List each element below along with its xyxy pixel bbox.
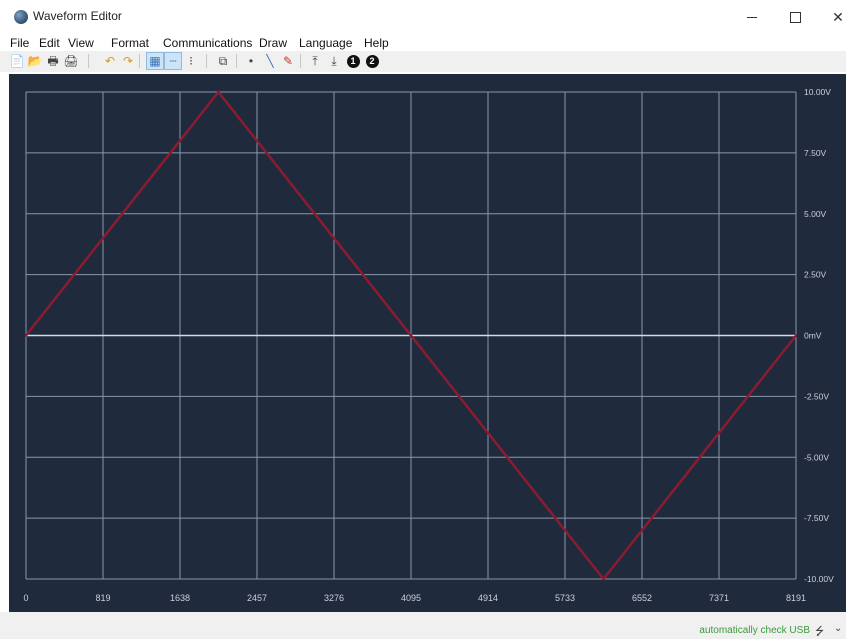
toolbar-separator <box>88 54 89 68</box>
pencil-icon[interactable]: ✎ <box>282 54 294 68</box>
menu-file[interactable]: File <box>10 36 30 50</box>
channel-2-button[interactable]: 2 <box>364 53 380 69</box>
menu-draw[interactable]: Draw <box>259 36 288 50</box>
menu-communications[interactable]: Communications <box>163 36 253 50</box>
waveform-point <box>602 577 605 581</box>
x-tick-label: 7371 <box>709 593 729 603</box>
chevron-down-icon[interactable]: ⌄ <box>834 623 843 634</box>
point-mode-icon[interactable]: ⁝ <box>189 54 193 68</box>
upload-icon[interactable]: ⤒ <box>312 54 318 68</box>
menu-format[interactable]: Format <box>111 36 150 50</box>
y-tick-label: 5.00V <box>804 209 827 219</box>
waveform-point <box>24 334 28 337</box>
toolbar-separator <box>300 54 301 68</box>
y-tick-label: -10.00V <box>804 574 834 584</box>
y-tick-label: -5.00V <box>804 452 829 462</box>
redo-icon[interactable]: ↷ <box>122 54 134 68</box>
draw-line-icon[interactable]: ╲ <box>266 54 274 68</box>
menu-help[interactable]: Help <box>364 36 389 50</box>
x-tick-label: 4914 <box>478 593 498 603</box>
x-tick-label: 5733 <box>555 593 575 603</box>
grid-snap-icon[interactable]: ▦ <box>146 52 164 70</box>
y-tick-label: -7.50V <box>804 513 829 523</box>
x-tick-label: 6552 <box>632 593 652 603</box>
x-tick-label: 0 <box>23 593 28 603</box>
waveform-line <box>25 89 797 582</box>
print-preview-icon[interactable]: 🖨 <box>63 54 79 68</box>
toolbar-separator <box>206 54 207 68</box>
waveform-chart-svg[interactable]: 0 819 1638 2457 3276 4095 4914 5733 6552 7371 8191… <box>9 74 846 612</box>
channel-2-icon: 2 <box>365 54 379 68</box>
draw-point-icon[interactable]: • <box>248 54 254 68</box>
waveform-point <box>217 90 220 94</box>
x-tick-label: 4095 <box>401 593 421 603</box>
y-tick-label: 2.50V <box>804 270 827 280</box>
waveform-point <box>794 334 798 337</box>
channel-1-icon: 1 <box>346 54 360 68</box>
close-button[interactable]: ✕ <box>832 8 844 25</box>
usb-icon[interactable]: ⭍ <box>815 626 825 638</box>
app-logo-icon <box>14 10 28 24</box>
x-tick-label: 8191 <box>786 593 806 603</box>
open-folder-icon[interactable]: 📂 <box>27 54 43 68</box>
maximize-icon <box>789 11 801 23</box>
menu-edit[interactable]: Edit <box>39 36 60 50</box>
x-tick-label: 2457 <box>247 593 267 603</box>
y-tick-label: 10.00V <box>804 87 831 97</box>
undo-icon[interactable]: ↶ <box>104 54 116 68</box>
minimize-button[interactable] <box>737 6 767 28</box>
y-tick-label: 0mV <box>804 331 822 341</box>
print-icon[interactable]: 🖶 <box>47 54 59 68</box>
maximize-button[interactable] <box>780 6 810 28</box>
x-tick-label: 3276 <box>324 593 344 603</box>
y-tick-label: 7.50V <box>804 148 827 158</box>
window-title: Waveform Editor <box>33 9 122 23</box>
minimize-icon <box>747 16 757 18</box>
new-file-icon[interactable]: 📄 <box>9 54 25 68</box>
menu-view[interactable]: View <box>68 36 94 50</box>
status-text: automatically check USB <box>699 625 810 636</box>
download-icon[interactable]: ⤓ <box>331 54 337 68</box>
x-tick-label: 1638 <box>170 593 190 603</box>
menu-bar: File Edit View Format Communications Draw Lang… <box>0 34 846 51</box>
properties-icon[interactable]: ⧉ <box>218 54 228 68</box>
y-tick-label: -2.50V <box>804 391 829 401</box>
title-bar: Waveform Editor ✕ <box>0 0 846 34</box>
status-bar: automatically check USB ⭍ ⌄ <box>0 612 846 639</box>
waveform-plot[interactable]: 0 819 1638 2457 3276 4095 4914 5733 6552 7371 8191… <box>9 74 846 612</box>
toolbar-separator <box>236 54 237 68</box>
x-tick-label: 819 <box>95 593 110 603</box>
line-style-icon[interactable]: ┄ <box>164 52 182 70</box>
toolbar: 📄 📂 🖶 🖨 ↶ ↷ ▦ ┄ ⁝ ⧉ • ╲ ✎ ⤒ ⤓ 1 2 <box>0 51 846 72</box>
toolbar-separator <box>139 54 140 68</box>
channel-1-button[interactable]: 1 <box>345 53 361 69</box>
menu-language[interactable]: Language <box>299 36 353 50</box>
